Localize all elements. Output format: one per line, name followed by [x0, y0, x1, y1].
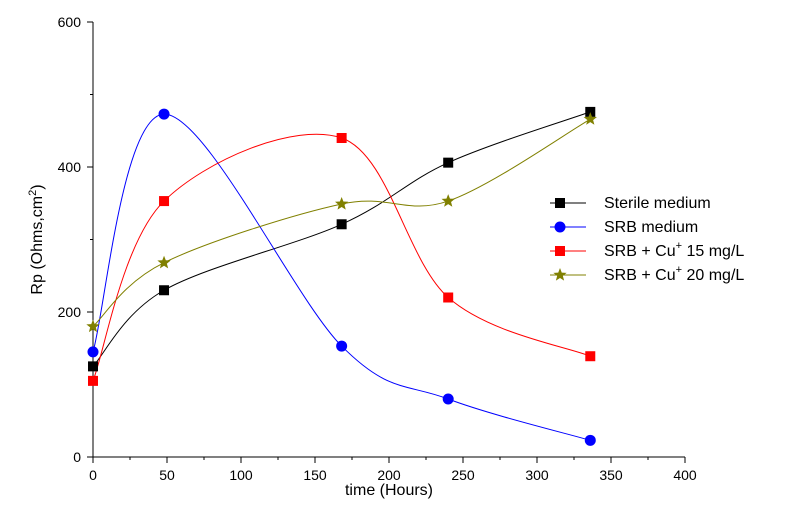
legend-label-2: SRB + Cu+ 15 mg/L	[604, 240, 744, 260]
data-point-2	[159, 196, 170, 207]
x-tick-label: 250	[451, 467, 475, 483]
legend-label-3: SRB + Cu+ 20 mg/L	[604, 264, 744, 284]
x-tick-label: 200	[377, 467, 401, 483]
legend-marker-3	[553, 268, 567, 281]
data-point-2	[443, 292, 454, 303]
data-point-1	[158, 108, 170, 120]
y-tick-label: 600	[58, 14, 82, 30]
data-point-1	[442, 393, 454, 405]
series-line-1	[92, 113, 591, 441]
data-point-2	[585, 351, 596, 362]
y-tick-label: 400	[58, 159, 82, 175]
series-markers	[86, 106, 597, 446]
legend-marker-0	[555, 198, 565, 208]
data-point-3	[157, 255, 171, 269]
data-point-0	[336, 219, 347, 230]
data-point-1	[87, 346, 99, 358]
data-point-0	[585, 106, 596, 117]
data-point-3	[441, 194, 455, 207]
data-point-1	[336, 340, 348, 352]
x-tick-label: 300	[525, 467, 549, 483]
legend-label-1: SRB medium	[604, 219, 698, 236]
legend-marker-1	[554, 221, 566, 233]
x-tick-label: 0	[89, 467, 97, 483]
data-point-3	[86, 319, 100, 333]
data-point-0	[88, 361, 98, 372]
x-tick-label: 50	[159, 467, 175, 483]
y-tick-label: 200	[58, 304, 82, 320]
x-tick-label: 150	[303, 467, 327, 483]
axes: 0 50 100 150 200 250 300 350 400 0 200 400 600 time (…	[27, 14, 697, 499]
legend-label-0: Sterile medium	[604, 195, 711, 212]
data-point-0	[443, 157, 454, 168]
data-point-0	[159, 285, 170, 296]
x-tick-label: 100	[229, 467, 253, 483]
data-point-3	[334, 196, 349, 210]
legend-marker-2	[555, 246, 565, 256]
data-point-1	[584, 434, 596, 446]
series-curves	[92, 111, 591, 441]
x-tick-label: 400	[673, 467, 697, 483]
x-axis-title: time (Hours)	[345, 482, 433, 499]
data-point-2	[336, 133, 347, 143]
data-point-2	[88, 375, 98, 386]
x-tick-label: 350	[599, 467, 623, 483]
series-line-0	[92, 111, 591, 367]
y-axis-title: Rp (Ohms,cm2)	[27, 184, 46, 294]
y-tick-label: 0	[73, 449, 81, 465]
legend: Sterile medium SRB medium SRB + Cu+ 15 mg/…	[550, 195, 744, 284]
data-point-3	[583, 112, 597, 125]
